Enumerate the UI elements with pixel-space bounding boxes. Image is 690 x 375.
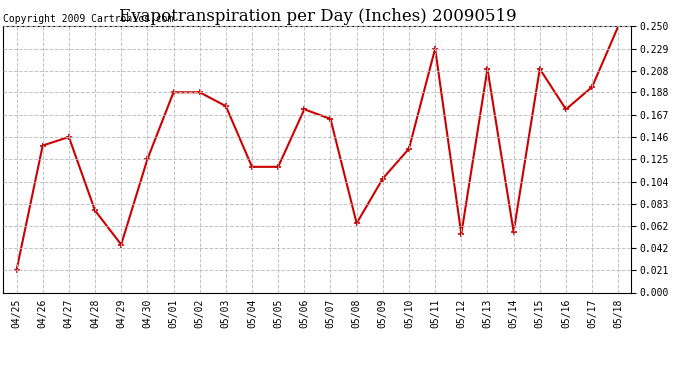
Text: Copyright 2009 Cartronics.com: Copyright 2009 Cartronics.com: [3, 13, 174, 24]
Title: Evapotranspiration per Day (Inches) 20090519: Evapotranspiration per Day (Inches) 2009…: [119, 8, 516, 25]
